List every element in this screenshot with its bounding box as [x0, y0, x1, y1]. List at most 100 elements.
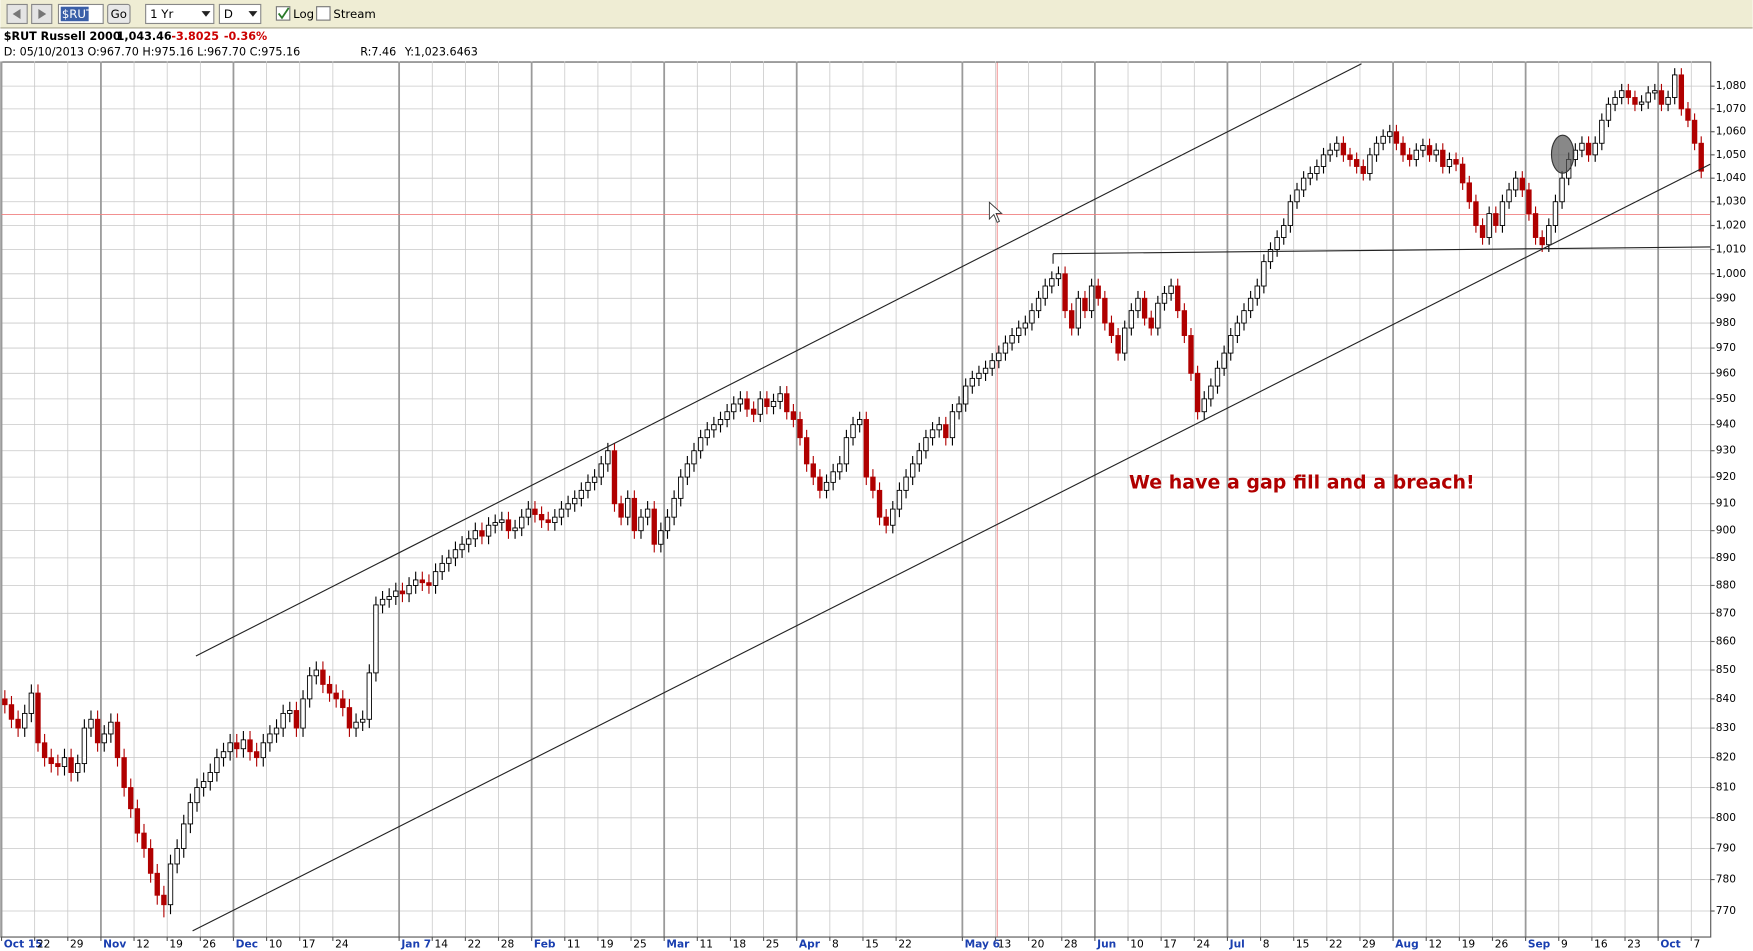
candle-body	[1599, 119, 1605, 144]
candle-body	[704, 429, 710, 439]
candle-body	[1493, 213, 1499, 226]
candle-body	[15, 718, 21, 729]
candle-body	[1678, 74, 1685, 110]
candle-body	[1194, 372, 1201, 413]
candle-body	[174, 848, 180, 865]
upper-channel-line	[195, 63, 1362, 657]
frequency-label: D	[224, 7, 233, 21]
x-tick-label: Nov	[103, 937, 126, 950]
y-tick-label: 830	[1716, 721, 1737, 734]
candle-body	[1062, 273, 1068, 312]
x-tick-label: 22	[468, 937, 482, 950]
candle-body	[691, 450, 697, 465]
candle-body	[1168, 285, 1174, 294]
x-tick-label: 11	[567, 937, 581, 950]
candle-body	[2, 698, 8, 706]
x-tick-label: 17	[1163, 937, 1177, 950]
go-button[interactable]	[107, 3, 131, 25]
check-mark	[277, 7, 290, 20]
candle-body	[1135, 297, 1141, 312]
x-tick-label: 23	[1627, 937, 1641, 950]
candle-body	[936, 424, 942, 431]
x-tick-label: 16	[1594, 937, 1608, 950]
candle-body	[711, 424, 717, 431]
candle-body	[591, 476, 598, 483]
frequency-select[interactable]	[218, 3, 262, 25]
symbol-name: $RUT Russell 2000	[4, 30, 121, 43]
candle-body	[1042, 285, 1048, 299]
candle-body	[1122, 327, 1128, 354]
x-tick-label: 13	[998, 937, 1012, 950]
candle-body	[598, 463, 604, 478]
candle-body	[1181, 310, 1188, 336]
candle-body	[678, 476, 684, 499]
mouse-cursor	[988, 201, 1003, 223]
candle-body	[485, 524, 492, 537]
candle-body	[234, 742, 240, 750]
candle-body	[1672, 74, 1678, 98]
candle-body	[717, 419, 724, 426]
candle-body	[963, 385, 969, 405]
candle-body	[141, 832, 147, 849]
candle-body	[731, 403, 737, 413]
y-tick-label: 880	[1716, 578, 1737, 591]
lower-channel-line	[192, 163, 1711, 932]
candle-body	[1095, 285, 1101, 299]
candle-body	[293, 710, 300, 729]
y-info: Y:1,023.6463	[404, 46, 478, 59]
candle-body	[1400, 142, 1406, 156]
y-tick-label: 790	[1716, 841, 1737, 854]
x-tick-label: May 6	[965, 937, 1000, 950]
candle-body	[1605, 103, 1612, 121]
candle-body	[1473, 201, 1479, 226]
candle-body	[989, 360, 995, 369]
candle-body	[260, 742, 266, 759]
candle-body	[903, 476, 909, 491]
candle-body	[1214, 367, 1221, 387]
x-tick-label: 22	[898, 937, 912, 950]
candle-body	[75, 763, 81, 773]
x-tick-label: 19	[600, 937, 614, 950]
candle-body	[1499, 201, 1506, 226]
chart-background	[0, 29, 1753, 951]
candle-body	[253, 751, 260, 759]
y-tick-label: 930	[1716, 444, 1737, 457]
x-tick-label: Aug	[1395, 937, 1418, 950]
candle-body	[1638, 101, 1645, 105]
candle-body	[923, 437, 929, 452]
y-tick-label: 870	[1716, 606, 1737, 619]
candle-body	[1512, 177, 1519, 191]
last-price: 1,043.46	[117, 30, 172, 43]
y-tick-label: 840	[1716, 692, 1737, 705]
candle-body	[499, 519, 505, 524]
candle-body	[1645, 92, 1651, 103]
period-select[interactable]	[145, 3, 215, 25]
candle-body	[280, 712, 286, 729]
candle-body	[1532, 213, 1539, 238]
candle-body	[333, 692, 339, 700]
candle-body	[1247, 297, 1254, 312]
candle-body	[1201, 398, 1207, 413]
period-label: 1 Yr	[150, 7, 173, 21]
y-tick-label: 810	[1716, 781, 1737, 794]
candle-body	[1625, 90, 1632, 98]
candle-body	[466, 538, 472, 545]
y-tick-label: 1,050	[1716, 148, 1747, 161]
candle-body	[1009, 335, 1015, 344]
candle-body	[890, 508, 896, 526]
y-tick-label: 770	[1716, 904, 1737, 917]
candle-body	[346, 707, 353, 729]
candle-body	[644, 508, 651, 518]
candle-body	[1373, 142, 1380, 156]
candle-body	[320, 669, 326, 685]
range-info: R:7.46	[360, 46, 396, 59]
candle-body	[1267, 249, 1274, 263]
stream-checkbox[interactable]	[316, 6, 331, 21]
y-tick-label: 1,010	[1716, 243, 1747, 256]
candle-body	[1526, 189, 1532, 215]
x-tick-label: Oct	[1660, 937, 1680, 950]
candle-body	[1327, 149, 1333, 156]
candle-body	[1102, 297, 1108, 324]
candle-body	[909, 463, 916, 478]
x-tick-label: 8	[832, 937, 839, 950]
